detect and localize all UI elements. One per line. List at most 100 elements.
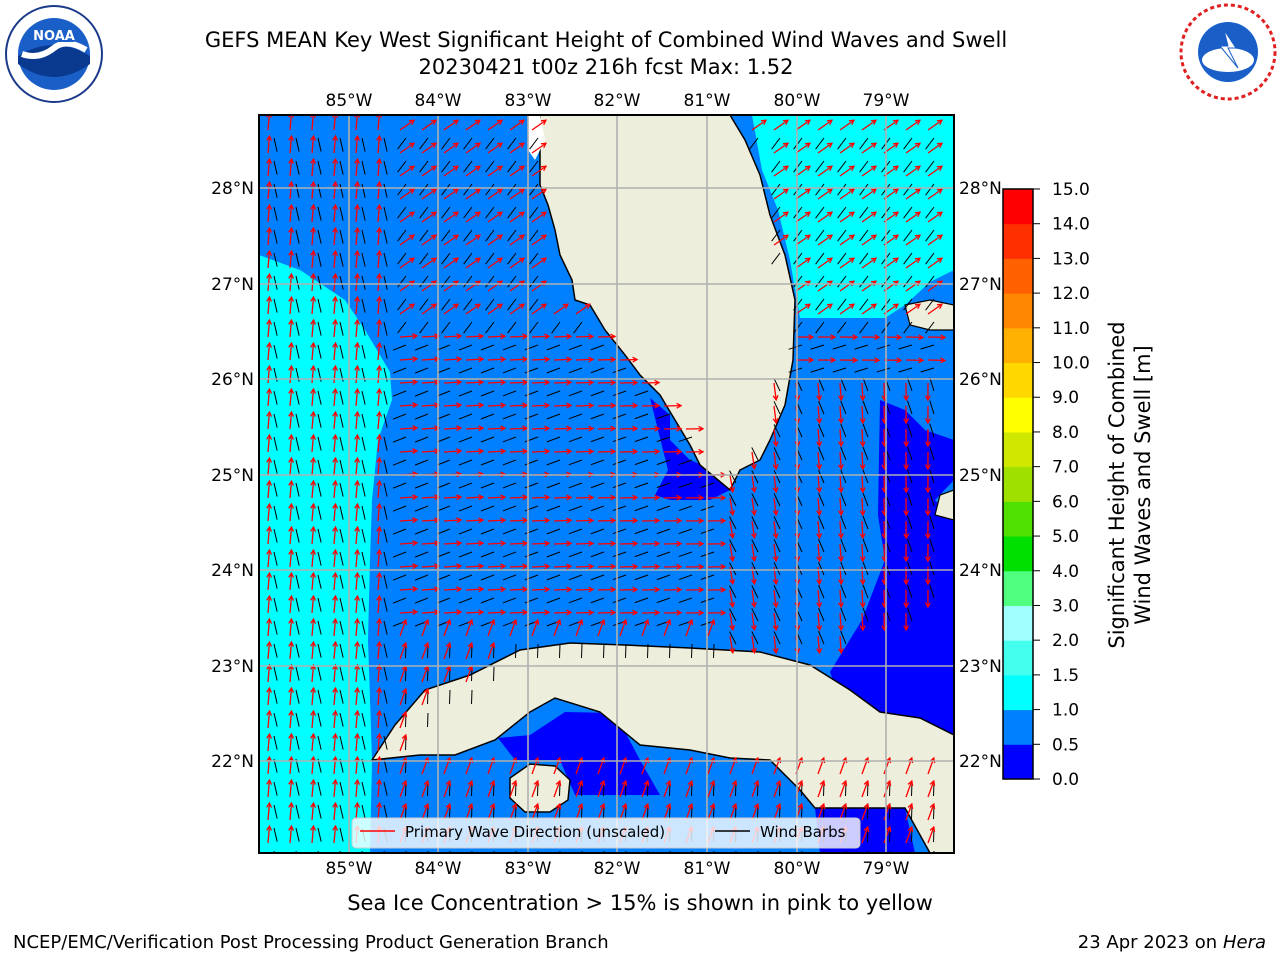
wave-arrow-head: [518, 303, 526, 310]
wave-direction-arrow: [839, 612, 842, 631]
wave-direction-arrow: [377, 458, 381, 476]
wind-barb: [480, 459, 495, 466]
wave-direction-arrow: [883, 428, 886, 447]
wave-direction-arrow: [311, 596, 315, 614]
wave-arrow-head: [354, 594, 361, 601]
wave-direction-arrow: [487, 280, 503, 292]
wind-barb: [929, 423, 935, 438]
wave-direction-arrow: [509, 780, 517, 798]
wave-arrow-head: [354, 801, 361, 808]
wind-barb: [463, 275, 473, 288]
wind-barb: [480, 482, 495, 489]
wind-barb: [317, 275, 322, 290]
wave-arrow-head: [540, 188, 548, 195]
wind-barb: [339, 551, 344, 566]
wave-arrow-head: [750, 532, 757, 540]
wave-direction-arrow: [333, 274, 337, 292]
wind-barb: [507, 252, 517, 265]
wave-arrow-head: [496, 303, 504, 310]
wave-direction-arrow: [905, 803, 913, 821]
wind-barb: [903, 298, 913, 311]
wave-direction-arrow: [861, 474, 864, 493]
wind-barb: [524, 551, 539, 558]
wave-direction-arrow: [751, 589, 756, 607]
wind-barb: [862, 400, 869, 415]
wind-barb: [295, 804, 300, 819]
wave-arrow-head: [848, 257, 856, 264]
wave-direction-arrow: [927, 826, 935, 844]
wind-barb: [295, 137, 300, 152]
wind-barb: [361, 735, 366, 750]
wave-direction-arrow: [509, 427, 528, 430]
wave-direction-arrow: [531, 496, 550, 499]
wave-direction-arrow: [289, 481, 293, 499]
wave-arrow-head: [266, 134, 273, 141]
wave-arrow-head: [354, 456, 361, 463]
wave-direction-arrow: [443, 280, 459, 292]
wave-arrow-head: [354, 548, 361, 555]
wave-direction-arrow: [773, 405, 777, 423]
wind-barb: [612, 505, 627, 512]
wind-barb: [524, 413, 539, 420]
wave-arrow-head: [412, 517, 419, 524]
wave-arrow-head: [467, 641, 474, 649]
wind-barb: [524, 390, 539, 397]
wind-barb: [810, 344, 825, 350]
wave-arrow-head: [288, 134, 295, 141]
wave-direction-arrow: [553, 588, 572, 591]
wave-arrow-head: [729, 624, 736, 632]
wave-arrow-head: [918, 334, 925, 341]
wave-direction-arrow: [597, 588, 616, 591]
wave-direction-arrow: [817, 520, 821, 538]
wave-direction-arrow: [509, 496, 528, 499]
wind-barb: [751, 516, 759, 530]
wave-direction-arrow: [465, 211, 481, 223]
colorbar-frame: [1002, 188, 1034, 780]
wave-direction-arrow: [531, 119, 547, 131]
wave-arrow-head: [354, 525, 361, 532]
wave-direction-arrow: [531, 280, 547, 292]
wave-direction-arrow: [597, 803, 605, 821]
wave-arrow-head: [804, 303, 812, 310]
wave-arrow-head: [288, 824, 295, 831]
wind-barb: [397, 183, 407, 196]
wind-barb: [485, 137, 495, 150]
wave-arrow-head: [266, 617, 273, 624]
wave-direction-arrow: [817, 303, 833, 315]
wave-direction-arrow: [443, 404, 462, 407]
wave-arrow-head: [914, 165, 922, 172]
wave-direction-arrow: [817, 142, 833, 154]
wave-direction-arrow: [641, 780, 649, 798]
wave-arrow-head: [940, 334, 947, 341]
wave-arrow-head: [816, 510, 823, 517]
wave-direction-arrow: [289, 642, 293, 660]
wave-arrow-head: [870, 165, 878, 172]
wave-direction-arrow: [333, 412, 337, 430]
wave-arrow-head: [826, 142, 834, 149]
wave-direction-arrow: [817, 234, 833, 246]
wave-direction-arrow: [729, 520, 734, 538]
wave-arrow-head: [474, 303, 482, 310]
wind-barb: [458, 551, 473, 558]
wave-arrow-head: [354, 364, 361, 371]
wave-direction-arrow: [399, 734, 407, 752]
wave-direction-arrow: [377, 665, 381, 683]
wave-arrow-head: [467, 802, 474, 810]
wind-barb: [729, 493, 737, 507]
wind-barb: [339, 459, 344, 474]
wave-arrow-head: [804, 119, 812, 126]
wind-barb: [383, 413, 388, 428]
wave-direction-arrow: [465, 619, 473, 637]
wave-arrow-head: [794, 418, 801, 425]
wave-direction-arrow: [267, 205, 271, 223]
wave-arrow-head: [837, 418, 844, 425]
wave-arrow-head: [354, 709, 361, 716]
wave-arrow-head: [496, 119, 504, 126]
wave-arrow-head: [478, 609, 485, 616]
wind-barb: [773, 493, 781, 507]
wind-barb: [751, 539, 759, 553]
wave-direction-arrow: [883, 589, 886, 608]
wave-direction-arrow: [773, 589, 777, 607]
wind-barb: [295, 229, 300, 244]
colorbar-label-line2: Wind Waves and Swell [m]: [1131, 345, 1155, 625]
